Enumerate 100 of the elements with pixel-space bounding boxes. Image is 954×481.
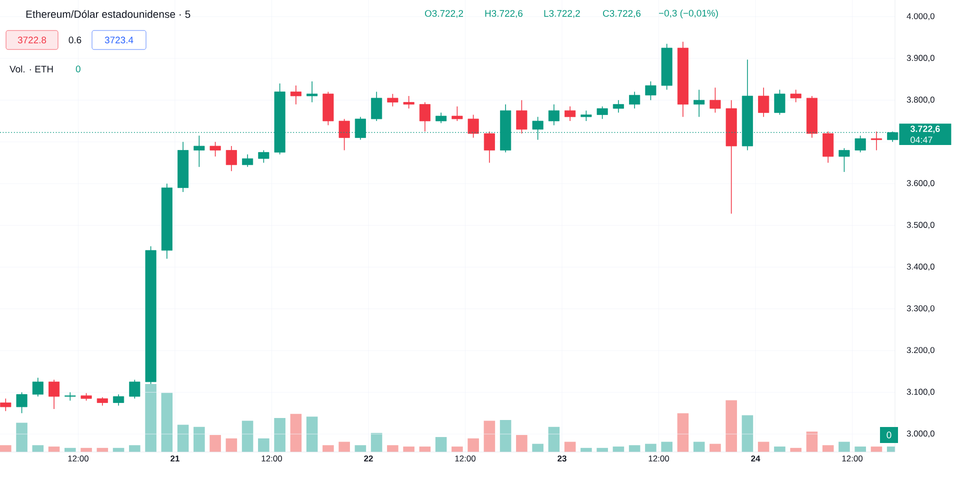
candlestick <box>645 80 656 101</box>
text: 04:47 <box>910 136 932 143</box>
x-tick-label: 22 <box>364 456 373 462</box>
candlestick <box>580 110 592 122</box>
bar <box>822 445 834 452</box>
candlestick <box>226 146 237 172</box>
y-tick-label: 4.000,0 <box>906 13 934 20</box>
candlestick <box>774 89 786 116</box>
bar <box>403 446 414 452</box>
bar <box>226 438 238 452</box>
bar <box>370 432 382 452</box>
annotation: H3.722,6 <box>485 10 523 18</box>
y-tick-label: 3.800,0 <box>906 96 934 104</box>
bar <box>32 445 44 452</box>
x-tick-label: 12:00 <box>842 456 863 462</box>
candlestick <box>822 131 834 164</box>
candlestick <box>290 85 302 105</box>
y-tick-label: 3.300,0 <box>906 305 934 312</box>
annotation: −0,3 (−0,01%) <box>658 10 718 18</box>
candlestick <box>452 106 463 122</box>
bar <box>628 445 640 452</box>
annotation: 3723.4 <box>104 36 134 44</box>
x-tick-label: 12:00 <box>68 456 88 462</box>
bar <box>338 442 350 452</box>
y-tick-label: 3.400,0 <box>906 264 934 271</box>
annotation: 0.6 <box>68 36 82 44</box>
candlestick <box>838 148 850 172</box>
bar <box>129 445 140 452</box>
bar <box>322 445 334 452</box>
candlestick <box>854 135 866 153</box>
bar <box>177 424 189 452</box>
candlestick <box>403 96 414 109</box>
bar <box>516 434 528 452</box>
y-tick-label: 3.600,0 <box>906 180 934 188</box>
bar <box>258 438 270 452</box>
candlestick <box>48 379 60 410</box>
bar <box>274 418 286 452</box>
annotation: L3.722,2 <box>544 10 580 18</box>
bar <box>693 442 705 452</box>
candlestick <box>258 150 270 164</box>
bar <box>161 392 173 452</box>
candlestick <box>32 377 44 397</box>
bar <box>677 413 689 452</box>
bar <box>532 444 544 452</box>
bar <box>564 442 576 452</box>
x-tick-label: 12:00 <box>455 456 476 462</box>
candlestick <box>371 91 382 122</box>
annotation: C3.722,6 <box>603 10 641 18</box>
candlestick <box>548 104 560 126</box>
bar <box>710 444 721 452</box>
y-tick-label: 3.200,0 <box>906 347 934 354</box>
bar <box>806 432 818 452</box>
bar <box>645 444 656 452</box>
candlestick <box>210 141 221 157</box>
candlestick <box>194 135 205 168</box>
bar <box>0 445 12 452</box>
bar <box>774 446 786 452</box>
bar <box>194 426 205 452</box>
candlestick <box>16 392 28 414</box>
candlestick <box>484 131 495 164</box>
bar <box>838 442 850 452</box>
bar <box>435 437 447 452</box>
candlestick <box>596 106 608 120</box>
bar <box>661 442 672 452</box>
bar <box>854 446 866 452</box>
bar <box>452 446 463 452</box>
bar <box>742 415 754 452</box>
candlestick <box>629 91 640 109</box>
ref-line-label: 3.722,6 <box>910 126 940 134</box>
bar <box>484 420 496 452</box>
bar <box>210 434 221 452</box>
candlestick <box>419 102 430 132</box>
bar <box>758 442 770 452</box>
candlestick <box>129 379 140 399</box>
candlestick <box>710 87 721 114</box>
candlestick <box>338 118 350 151</box>
annotation: O3.722,2 <box>424 10 463 18</box>
candlestick <box>694 89 705 118</box>
bar <box>726 400 737 452</box>
bar <box>290 414 302 452</box>
bar <box>354 445 366 452</box>
annotation: 0 <box>76 66 80 72</box>
candlestick <box>242 154 254 168</box>
candlestick <box>790 89 802 103</box>
y-tick-label: 3.900,0 <box>906 54 934 62</box>
bar <box>500 420 512 452</box>
x-tick-label: 12:00 <box>648 456 670 462</box>
y-tick-label: 3.100,0 <box>906 388 934 396</box>
candlestick <box>113 394 124 406</box>
candlestick <box>468 114 479 138</box>
bar <box>548 426 560 452</box>
bar <box>242 420 254 452</box>
y-tick-label: 3.000,0 <box>906 430 934 438</box>
candlestick <box>387 93 398 107</box>
text: Ethereum/Dólar estadounidense · 5 <box>26 10 190 18</box>
x-tick-label: 12:00 <box>262 456 282 462</box>
candlestick <box>612 100 624 114</box>
candlestick <box>564 106 576 122</box>
candlestick <box>758 87 770 118</box>
annotation: 0 <box>886 432 892 438</box>
